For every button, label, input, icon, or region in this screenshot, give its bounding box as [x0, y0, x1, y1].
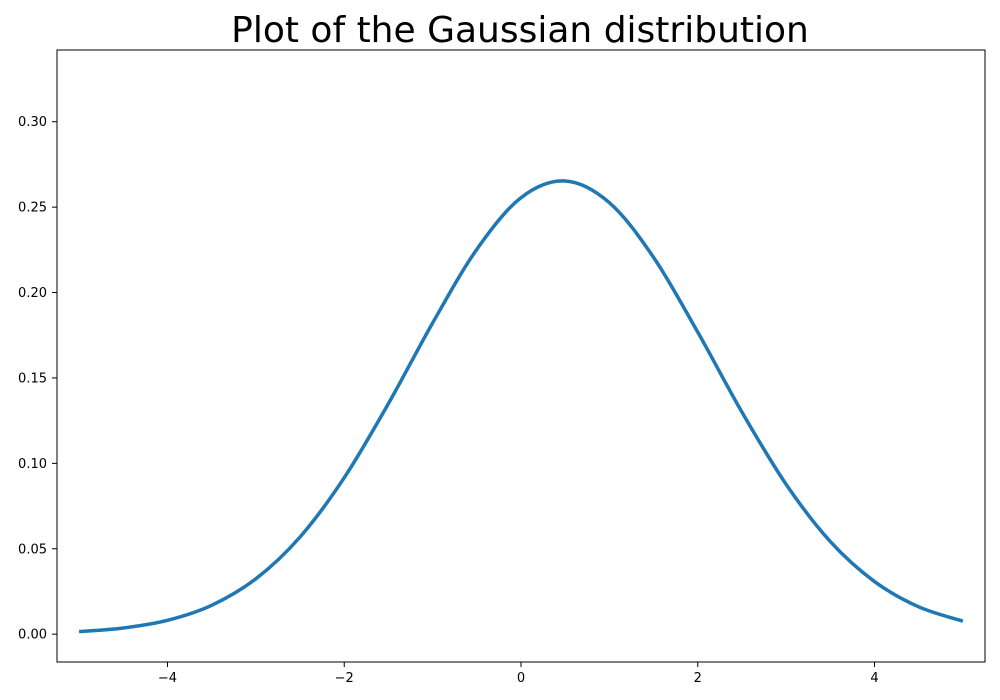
- y-tick-label: 0.05: [18, 542, 47, 557]
- axes-layer: −4 −2 0 2 4 0.00 0.05 0.10 0.15 0.20 0.25 0.30: [18, 49, 986, 686]
- series-layer: [78, 179, 964, 634]
- x-tick-label: −2: [335, 671, 354, 686]
- y-tick-label: 0.10: [18, 457, 47, 472]
- y-tick-label: 0.20: [18, 286, 47, 301]
- y-tick-label: 0.00: [18, 628, 47, 643]
- x-tick-label: 2: [694, 671, 702, 686]
- series-line-0: [78, 179, 964, 634]
- y-tick-label: 0.25: [18, 201, 47, 216]
- x-tick-label: 4: [870, 671, 878, 686]
- chart-title: Plot of the Gaussian distribution: [231, 10, 809, 51]
- x-tick-label: 0: [517, 671, 525, 686]
- x-tick-label: −4: [158, 671, 177, 686]
- y-tick-label: 0.30: [18, 115, 47, 130]
- y-tick-label: 0.15: [18, 371, 47, 386]
